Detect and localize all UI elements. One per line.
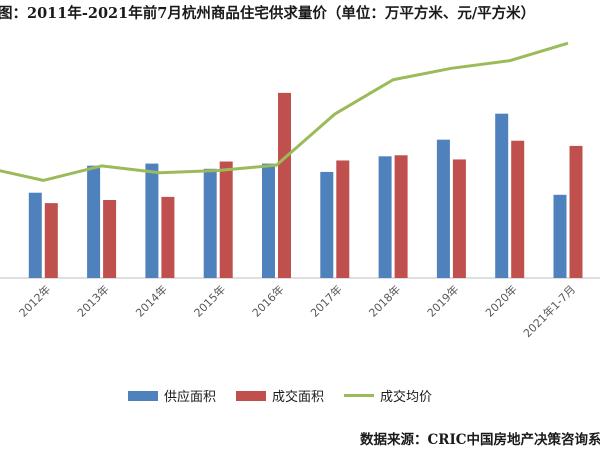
x-tick-label: 2014年 <box>133 282 170 319</box>
price-line <box>0 41 569 182</box>
x-tick-label: 2015年 <box>191 282 228 319</box>
deal-bar-9 <box>511 140 525 278</box>
deal-bar-6 <box>336 160 350 278</box>
deal-bar-8 <box>452 159 466 278</box>
legend-item-price: 成交均价 <box>344 386 432 405</box>
legend-item-deal: 成交面积 <box>236 386 324 405</box>
supply-bar-8 <box>436 139 450 278</box>
supply-bar-3 <box>145 163 159 278</box>
x-tick-label: 2013年 <box>74 282 111 319</box>
deal-bar-5 <box>278 92 291 278</box>
deal-bar-1 <box>44 203 58 278</box>
supply-bar-5 <box>262 163 275 278</box>
x-tick-label: 2012年 <box>16 282 53 319</box>
supply-bar-4 <box>203 168 217 278</box>
legend-swatch-deal <box>236 390 267 401</box>
deal-bar-10 <box>569 145 583 278</box>
legend-swatch-price <box>344 394 375 397</box>
chart-legend: 供应面积 成交面积 成交均价 <box>128 386 432 405</box>
deal-bar-4 <box>219 161 233 278</box>
legend-swatch-supply <box>128 390 158 401</box>
supply-bar-2 <box>87 165 101 278</box>
x-tick-label: 2018年 <box>366 282 403 319</box>
legend-label-deal: 成交面积 <box>272 390 325 405</box>
supply-bar-10 <box>553 194 567 278</box>
deal-bar-3 <box>161 196 175 278</box>
legend-item-supply: 供应面积 <box>128 386 216 405</box>
data-source-note: 数据来源：CRIC中国房地产决策咨询系统 <box>360 432 600 448</box>
deal-bar-7 <box>394 155 408 278</box>
supply-bar-1 <box>28 192 42 278</box>
deal-bar-2 <box>103 200 117 278</box>
x-tick-label: 2021年1-7月 <box>520 282 578 340</box>
supply-bar-6 <box>320 171 334 278</box>
supply-bar-9 <box>495 113 509 279</box>
supply-bar-7 <box>378 156 392 278</box>
x-tick-label: 2020年 <box>482 282 519 319</box>
chart-title: 图：2011年-2021年前7月杭州商品住宅供求量价（单位：万平方米、元/平方米… <box>0 5 536 22</box>
legend-label-price: 成交均价 <box>380 390 433 405</box>
x-tick-label: 2019年 <box>424 282 461 319</box>
legend-label-supply: 供应面积 <box>164 390 217 405</box>
x-tick-label: 2016年 <box>249 282 286 319</box>
x-tick-label: 2017年 <box>307 282 344 319</box>
